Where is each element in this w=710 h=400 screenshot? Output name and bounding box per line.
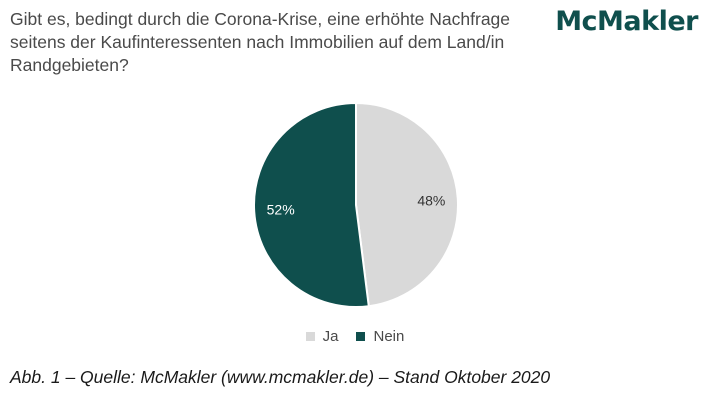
data-label-nein: 52% xyxy=(267,202,295,218)
legend-swatch-nein xyxy=(356,332,366,341)
legend-item-ja: Ja xyxy=(305,328,339,345)
legend-label-nein: Nein xyxy=(373,328,405,345)
legend: Ja Nein xyxy=(0,328,710,345)
chart-title: Gibt es, bedingt durch die Corona-Krise,… xyxy=(10,9,511,75)
legend-swatch-ja xyxy=(305,332,315,341)
brand-logo: McMakler xyxy=(555,6,698,37)
legend-item-nein: Nein xyxy=(356,328,404,345)
data-label-ja: 48% xyxy=(417,192,445,208)
source-caption: Abb. 1 – Quelle: McMakler (www.mcmakler.… xyxy=(10,367,551,387)
pie-slice-nein xyxy=(253,101,370,308)
pie-slice-ja xyxy=(355,101,459,308)
legend-label-ja: Ja xyxy=(322,328,339,345)
